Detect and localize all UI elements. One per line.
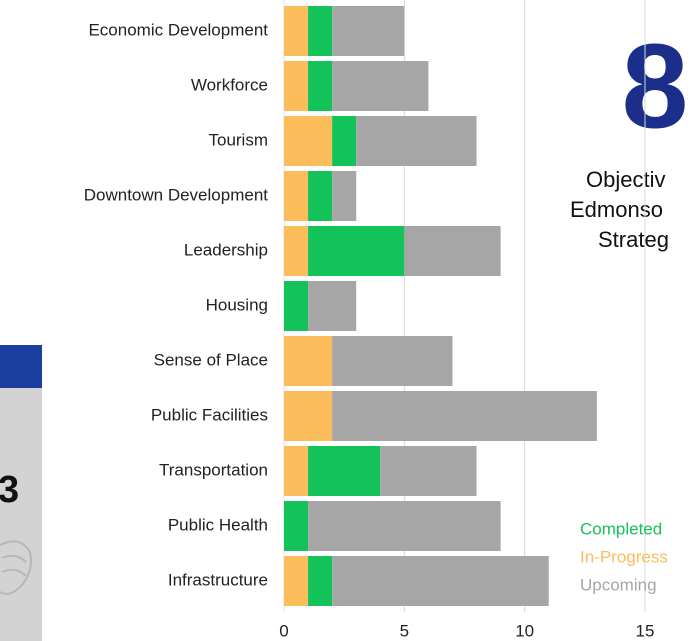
bar-segment <box>308 501 501 551</box>
bar-segment <box>308 6 333 56</box>
y-tick-label: Workforce <box>191 75 268 94</box>
bar-segment <box>308 61 333 111</box>
side-text: Strateg <box>598 227 669 252</box>
bar-segment <box>284 446 309 496</box>
left-icon <box>0 540 32 595</box>
bar-segment <box>284 61 309 111</box>
bar-segment <box>284 171 309 221</box>
bar-segment <box>332 391 597 441</box>
bar-segment <box>284 336 333 386</box>
bar-segment <box>404 226 501 276</box>
y-tick-label: Infrastructure <box>168 570 268 589</box>
bar-segment <box>308 446 381 496</box>
y-tick-label: Downtown Development <box>84 185 269 204</box>
y-tick-label: Leadership <box>184 240 268 259</box>
side-text: Objectiv <box>586 167 665 192</box>
big-number: 8 <box>622 20 689 154</box>
side-text: Edmonso <box>570 197 663 222</box>
bar-segment <box>284 556 309 606</box>
y-tick-label: Sense of Place <box>154 350 268 369</box>
left-number: 3 <box>0 469 19 511</box>
bar-segment <box>332 556 549 606</box>
legend-label: In-Progress <box>580 547 668 566</box>
bar-segment <box>356 116 477 166</box>
y-tick-label: Tourism <box>208 130 268 149</box>
y-tick-label: Economic Development <box>88 20 268 39</box>
x-tick-label: 10 <box>515 621 534 640</box>
bar-segment <box>284 391 333 441</box>
bar-segment <box>284 226 309 276</box>
bar-segment <box>284 116 333 166</box>
y-tick-label: Public Facilities <box>151 405 268 424</box>
bar-segment <box>332 336 453 386</box>
bar-segment <box>332 171 357 221</box>
x-tick-label: 15 <box>636 621 655 640</box>
bar-segment <box>284 501 309 551</box>
bar-segment <box>332 6 405 56</box>
left-header <box>0 345 42 388</box>
y-tick-label: Transportation <box>159 460 268 479</box>
bar-segment <box>332 116 357 166</box>
legend-label: Completed <box>580 519 662 538</box>
x-tick-label: 5 <box>400 621 409 640</box>
bar-segment <box>380 446 477 496</box>
x-tick-label: 0 <box>279 621 288 640</box>
left-panel <box>0 388 42 641</box>
bar-segment <box>284 6 309 56</box>
bar-segment <box>308 556 333 606</box>
y-tick-label: Public Health <box>168 515 268 534</box>
bar-segment <box>308 281 357 331</box>
bar-segment <box>284 281 309 331</box>
bar-segment <box>308 226 405 276</box>
bar-segment <box>308 171 333 221</box>
y-tick-label: Housing <box>206 295 268 314</box>
bar-segment <box>332 61 429 111</box>
legend-label: Upcoming <box>580 575 657 594</box>
